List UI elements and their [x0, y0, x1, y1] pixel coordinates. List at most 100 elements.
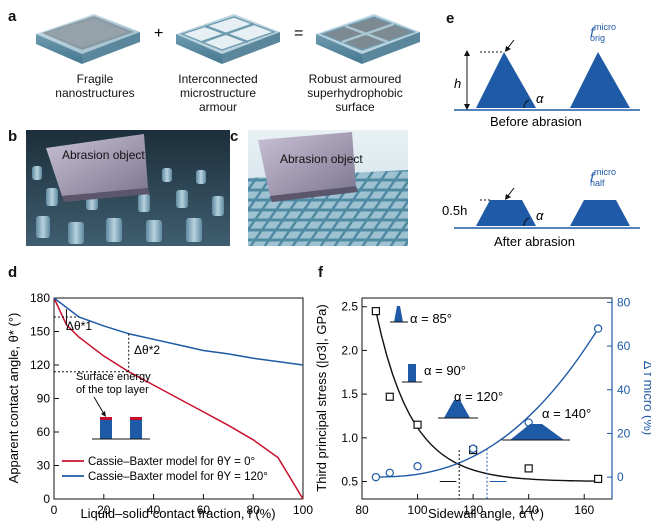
- armoured-surface-slab: [316, 14, 420, 64]
- f-half-label: fmicro half: [590, 167, 616, 188]
- x-tick-label: 100: [408, 503, 428, 517]
- x-tick-label: 80: [247, 503, 261, 517]
- x-tick-label: 40: [147, 503, 161, 517]
- y-tick-label-left: 1.0: [341, 431, 358, 445]
- caption-armour: Interconnected microstructure armour: [158, 72, 278, 114]
- delta-f-point: [413, 462, 422, 471]
- caption-line: superhydrophobic: [307, 86, 403, 100]
- equals-sign: =: [294, 25, 303, 42]
- surface-energy-label: Surface energy: [76, 371, 151, 383]
- panel-label-c: c: [230, 128, 239, 145]
- caption-line: microstructure: [179, 86, 256, 100]
- delta-f-point: [593, 324, 603, 333]
- after-abrasion-structures: [454, 187, 640, 229]
- y-tick-label: 30: [37, 459, 51, 473]
- delta-theta-2-label: Δθ*2: [134, 343, 160, 357]
- alpha-120-label: α = 120°: [454, 389, 503, 404]
- caption-robust: Robust armoured superhydrophobic surface: [290, 72, 420, 114]
- plus-sign: +: [154, 25, 163, 42]
- delta-f-point: [468, 444, 478, 453]
- alpha-85-label: α = 85°: [410, 311, 452, 326]
- before-abrasion-structures: [454, 39, 640, 111]
- y-tick-label-right: 20: [617, 426, 631, 440]
- y-tick-label: 90: [37, 392, 51, 406]
- chart-f: 80 100 120 140 160 0.5 1.0 1.5 2.0 2.5 0 20 40 60 80 T…: [314, 295, 651, 521]
- nanostructure-slab: [36, 14, 140, 64]
- chart-f-xlabel: Sidewall angle, α (°): [428, 506, 544, 521]
- y-tick-label: 120: [30, 358, 50, 372]
- series-line-blue: [53, 297, 304, 366]
- y-tick-label-right: 60: [617, 339, 631, 353]
- chart-d: 0 20 40 60 80 100 0 30 60 90 120 150 180 Apparent co…: [6, 291, 313, 521]
- y-tick-label: 150: [30, 325, 50, 339]
- caption-line: Fragile: [76, 72, 114, 86]
- y-tick-label: 180: [30, 291, 50, 305]
- before-abrasion-caption: Before abrasion: [490, 114, 582, 129]
- x-tick-label: 100: [293, 503, 313, 517]
- alpha-140-icon: [502, 424, 570, 441]
- alpha-label-after: α: [536, 208, 544, 223]
- y-tick-label-left: 0.5: [341, 475, 358, 489]
- delta-theta-1-label: Δθ*1: [66, 319, 92, 333]
- chart-d-legend: Cassie–Baxter model for θY = 0° Cassie–B…: [62, 456, 268, 483]
- alpha-90-label: α = 90°: [424, 363, 466, 378]
- chart-d-ylabel: Apparent contact angle, θ* (°): [6, 313, 21, 484]
- y-tick-label-right: 80: [617, 295, 631, 309]
- caption-fragile: Fragile nanostructures: [40, 72, 150, 100]
- panel-label-a: a: [8, 8, 17, 25]
- panel-e-diagram: h α fmicro orig Before abrasion 0.5h α fm…: [442, 22, 640, 249]
- stress-point: [594, 474, 603, 483]
- abrasion-object-label-b: Abrasion object: [62, 148, 145, 162]
- y-tick-label-left: 1.5: [341, 387, 358, 401]
- after-abrasion-caption: After abrasion: [494, 234, 575, 249]
- stress-point: [371, 307, 380, 316]
- pillar-schematic: [92, 396, 150, 440]
- y-tick-label-left: 2.0: [341, 343, 358, 357]
- alpha-85-icon: [390, 306, 408, 323]
- panel-label-f: f: [318, 264, 323, 281]
- y-tick-label-right: 40: [617, 383, 631, 397]
- panel-label-b: b: [8, 128, 18, 145]
- x-tick-label: 120: [463, 503, 483, 517]
- x-tick-label: 160: [574, 503, 594, 517]
- stress-point: [385, 392, 394, 401]
- x-tick-label: 60: [197, 503, 211, 517]
- delta-f-point: [385, 468, 394, 477]
- x-tick-label: 80: [355, 503, 369, 517]
- panel-b-render: [26, 130, 230, 246]
- caption-line: nanostructures: [55, 86, 135, 100]
- y-tick-label: 0: [43, 492, 50, 506]
- alpha-140-label: α = 140°: [542, 406, 591, 421]
- caption-line: Robust armoured: [308, 72, 402, 86]
- caption-line: armour: [198, 100, 237, 114]
- stress-point: [524, 464, 533, 473]
- y-tick-label-right: 0: [617, 470, 624, 484]
- abrasion-object-label-c: Abrasion object: [280, 152, 363, 166]
- panel-label-e: e: [446, 10, 455, 27]
- panel-a-illustrations: + =: [36, 14, 420, 64]
- x-tick-label: 140: [519, 503, 539, 517]
- y-tick-label-left: 2.5: [341, 300, 358, 314]
- f-orig-label: fmicro orig: [590, 22, 616, 43]
- stress-point: [413, 420, 422, 429]
- series-line-red: [53, 297, 304, 500]
- chart-d-xlabel: Liquid–solid contact fraction, f (%): [80, 506, 275, 521]
- armour-slab: [176, 14, 280, 64]
- half-height-label: 0.5h: [442, 203, 467, 218]
- y-tick-label: 60: [37, 425, 51, 439]
- delta-f-point: [371, 472, 381, 482]
- legend-blue-label: Cassie–Baxter model for θY = 120°: [88, 471, 268, 483]
- caption-line: surface: [335, 100, 375, 114]
- x-tick-label: 0: [51, 503, 58, 517]
- panel-c-render: [248, 130, 408, 246]
- alpha-90-icon: [402, 364, 422, 383]
- x-tick-label: 20: [97, 503, 111, 517]
- chart-f-ylabel-left: Third principal stress (|σ3|, GPa): [314, 304, 329, 491]
- height-label: h: [454, 76, 461, 91]
- alpha-120-icon: [438, 400, 478, 419]
- legend-red-label: Cassie–Baxter model for θY = 0°: [88, 456, 255, 468]
- alpha-label-before: α: [536, 91, 544, 106]
- panel-label-d: d: [8, 264, 18, 281]
- caption-line: Interconnected: [178, 72, 258, 86]
- chart-f-ylabel-right: Δ f micro (%): [641, 361, 651, 435]
